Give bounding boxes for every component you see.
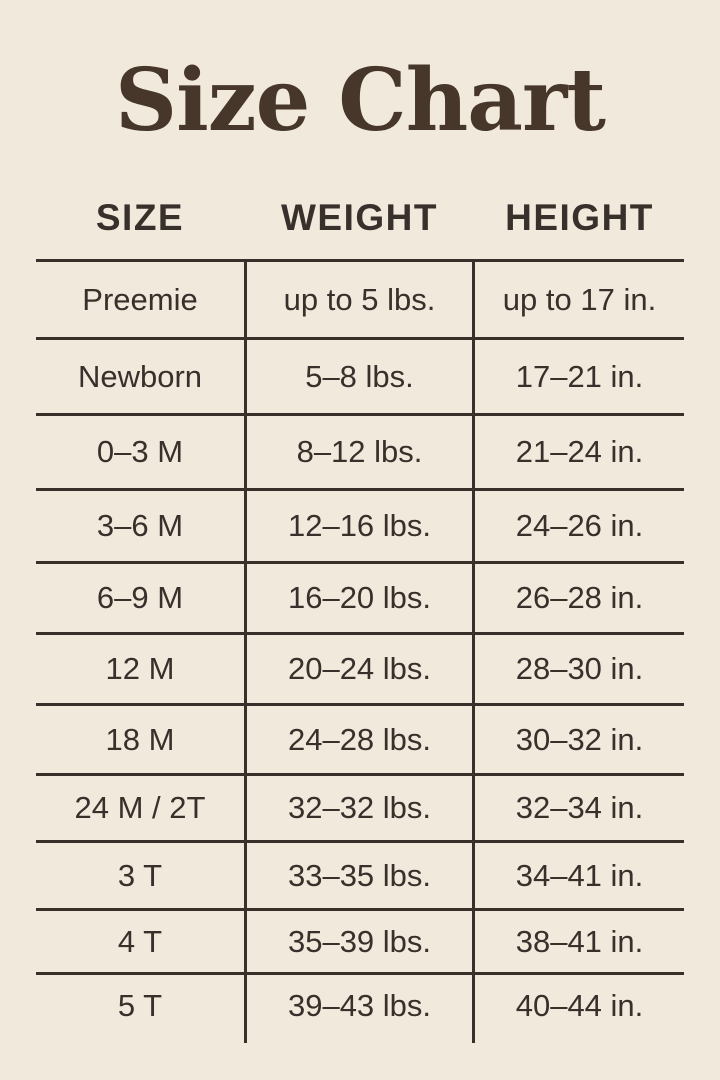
weight-cell: 39–43 lbs. (244, 975, 475, 1043)
weight-cell: 8–12 lbs. (244, 416, 475, 488)
height-cell: 40–44 in. (515, 988, 644, 1023)
height-cell: 17–21 in. (515, 358, 644, 394)
weight-cell: 24–28 lbs. (244, 706, 475, 773)
weight-cell: 32–32 lbs. (244, 776, 475, 840)
size-cell: 18 M (105, 721, 175, 757)
size-cell: 5 T (117, 988, 163, 1023)
table-row: 6–9 M 16–20 lbs. 26–28 in. (36, 561, 684, 632)
column-header-size: SIZE (95, 197, 185, 238)
weight-cell: 12–16 lbs. (244, 491, 475, 561)
height-cell: 28–30 in. (515, 651, 644, 686)
height-cell: 24–26 in. (515, 508, 644, 543)
size-cell: Preemie (82, 281, 198, 317)
size-cell: Newborn (77, 358, 203, 394)
table-row: 24 M / 2T 32–32 lbs. 32–34 in. (36, 773, 684, 840)
weight-cell: 35–39 lbs. (244, 911, 475, 972)
size-chart-table: Preemie up to 5 lbs. up to 17 in. Newbor… (36, 259, 684, 1043)
height-cell: 26–28 in. (515, 580, 644, 615)
weight-cell: 5–8 lbs. (244, 340, 475, 413)
weight-cell: 16–20 lbs. (244, 564, 475, 632)
table-row: 4 T 35–39 lbs. 38–41 in. (36, 908, 684, 972)
size-cell: 3 T (117, 857, 163, 893)
weight-cell: 20–24 lbs. (244, 635, 475, 703)
height-cell: 21–24 in. (515, 434, 644, 469)
size-cell: 24 M / 2T (74, 790, 206, 825)
page-title: Size Chart (114, 49, 606, 151)
table-row: 3 T 33–35 lbs. 34–41 in. (36, 840, 684, 908)
table-header-row: SIZE WEIGHT HEIGHT (36, 193, 684, 243)
height-cell: 30–32 in. (515, 721, 644, 757)
table-row: 3–6 M 12–16 lbs. 24–26 in. (36, 488, 684, 561)
table-row: 18 M 24–28 lbs. 30–32 in. (36, 703, 684, 773)
size-cell: 0–3 M (96, 434, 184, 469)
height-cell: up to 17 in. (502, 281, 657, 317)
size-cell: 6–9 M (96, 580, 184, 615)
size-cell: 12 M (105, 651, 175, 686)
table-row: Preemie up to 5 lbs. up to 17 in. (36, 259, 684, 337)
table-row: Newborn 5–8 lbs. 17–21 in. (36, 337, 684, 413)
column-header-weight: WEIGHT (281, 197, 438, 238)
weight-cell: up to 5 lbs. (244, 262, 475, 337)
table-row: 12 M 20–24 lbs. 28–30 in. (36, 632, 684, 703)
table-row: 0–3 M 8–12 lbs. 21–24 in. (36, 413, 684, 488)
height-cell: 32–34 in. (515, 790, 644, 825)
height-cell: 34–41 in. (515, 857, 644, 893)
size-cell: 4 T (117, 923, 163, 959)
size-cell: 3–6 M (96, 508, 184, 543)
column-header-height: HEIGHT (505, 197, 654, 238)
weight-cell: 33–35 lbs. (244, 843, 475, 908)
table-row: 5 T 39–43 lbs. 40–44 in. (36, 972, 684, 1043)
height-cell: 38–41 in. (515, 923, 644, 959)
